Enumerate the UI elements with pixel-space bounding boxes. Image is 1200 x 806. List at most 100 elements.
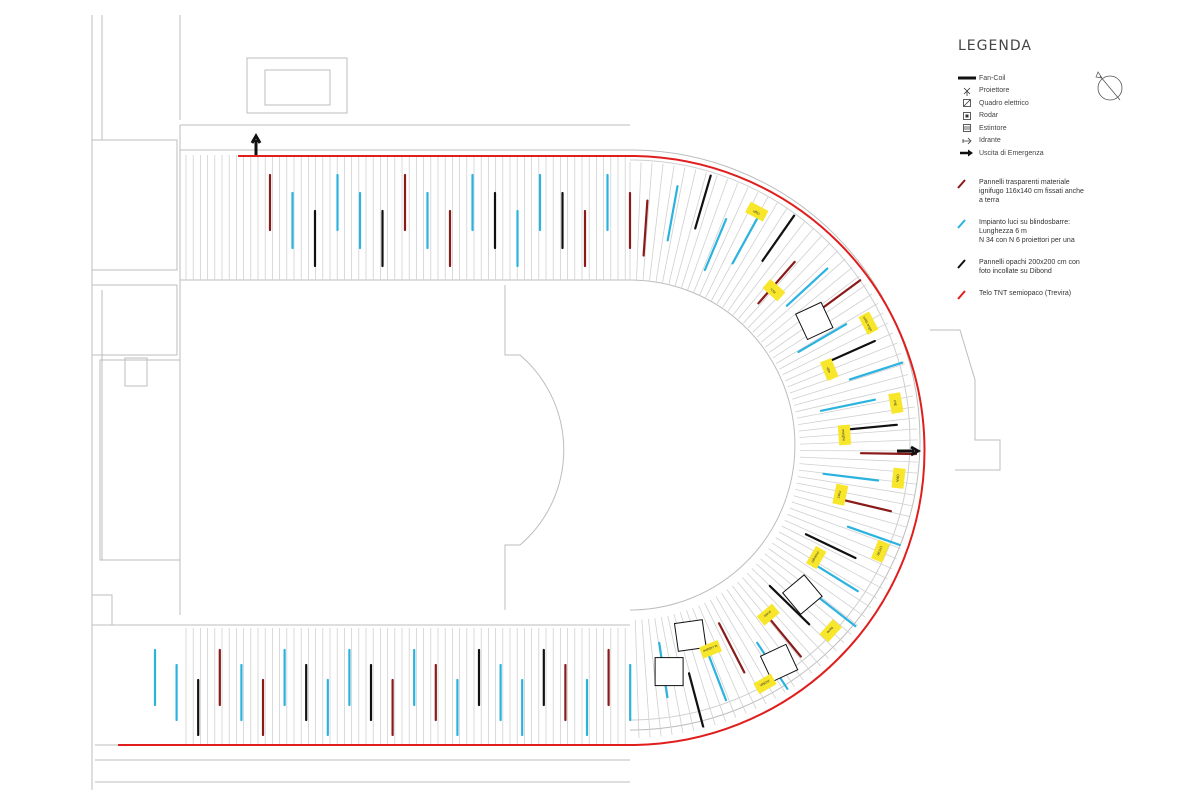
room-label-box: [837, 424, 852, 446]
legend-line-text: Telo TNT semiopaco (Trevira): [979, 289, 1072, 297]
rail: [836, 497, 893, 513]
room-label-box: [762, 279, 786, 302]
rib-line: [793, 495, 908, 528]
rib-line: [797, 476, 915, 496]
room-label-text: OTOR: [875, 545, 883, 556]
legend-symbol-row: Proiettore: [955, 85, 1195, 98]
north-arrow-icon: [1095, 71, 1123, 101]
rib-line: [698, 605, 747, 714]
rib-line: [796, 482, 913, 507]
rib-line: [784, 519, 893, 570]
room-label-box: [753, 673, 777, 694]
rail: [859, 452, 918, 456]
rib-line: [768, 548, 866, 618]
rib-line: [747, 242, 831, 328]
room-label: orologio: [806, 545, 827, 570]
room-label: PIE: [888, 392, 904, 414]
rib-line: [641, 619, 651, 738]
room-label-box: [832, 483, 849, 506]
rib-line: [642, 162, 653, 281]
legend-symbol-label: Idrante: [979, 137, 1001, 145]
legend-symbol-label: Quadro elettrico: [979, 99, 1029, 107]
rail: [840, 423, 898, 432]
opaque-panel: [673, 619, 707, 652]
rail: [705, 647, 728, 702]
legend-symbol-row: Rodar: [955, 110, 1195, 123]
rib-line: [722, 208, 788, 308]
room-label: rota: [762, 279, 786, 302]
rib-line: [781, 525, 888, 580]
room-label-box: [756, 603, 780, 626]
room-label-text: marz: [837, 490, 843, 499]
legend-symbol-label: Uscita di Emergenza: [979, 149, 1044, 157]
rib-line: [793, 374, 909, 406]
line-swatch-icon: [955, 289, 979, 303]
legend-symbol-list: Fan-Coil Proiettore Quadro elettrico Rodar E…: [955, 72, 1195, 160]
room-label: la cabane: [698, 639, 723, 659]
rail: [768, 584, 811, 626]
room-label-text: uffici: [752, 209, 760, 216]
telo-line: [118, 155, 926, 746]
rib-line: [776, 303, 879, 364]
legend-symbol-row: Uscita di Emergenza: [955, 147, 1195, 160]
rail: [846, 525, 901, 547]
rail: [823, 339, 876, 365]
rib-line: [799, 456, 918, 463]
room-label-box: [819, 357, 839, 382]
rib-line: [662, 167, 686, 284]
rib-line: [792, 363, 905, 400]
legend-line-row: Impianto luci su blindosbarre: Lunghezza…: [955, 218, 1195, 245]
rib-line: [791, 501, 905, 539]
legend-title: LEGENDA: [958, 38, 1032, 54]
line-swatch-icon: [955, 218, 979, 232]
legend-line-row: Pannelli trasparenti materiale ignifugo …: [955, 178, 1195, 205]
emergency-exit-arrow-icon: [250, 132, 262, 155]
room-label: marghe: [837, 424, 852, 446]
rail: [731, 214, 761, 265]
room-label-text: ORA: [895, 474, 900, 483]
legend-line-text: Impianto luci su blindosbarre: Lunghezza…: [979, 218, 1075, 244]
legend-symbol-row: Fan-Coil: [955, 72, 1195, 85]
rib-line: [778, 531, 883, 590]
room-label-text: marghe: [841, 429, 846, 441]
rib-line: [649, 163, 664, 282]
rib-line: [799, 439, 918, 445]
projector-icon: [955, 86, 979, 96]
legend-line-row: Pannelli opachi 200x200 cm con foto inco…: [955, 258, 1195, 276]
room-label: OTOR: [870, 539, 890, 563]
legend-symbol-row: Idrante: [955, 135, 1195, 148]
line-swatch-icon: [955, 258, 979, 272]
rail: [703, 218, 728, 272]
rib-line: [655, 165, 675, 283]
rail: [822, 472, 880, 482]
rib-line: [746, 572, 829, 659]
room-label-text: ROMA: [758, 679, 770, 688]
room-label-text: rota: [770, 287, 777, 294]
rib-line: [716, 202, 778, 305]
extinguisher-icon: [955, 124, 979, 133]
rail: [694, 174, 712, 230]
rib-line: [687, 178, 728, 291]
rail: [785, 267, 829, 307]
room-label-text: bene: [826, 626, 834, 635]
legend-symbol-row: Quadro elettrico: [955, 97, 1195, 110]
rib-line: [787, 342, 898, 388]
legend-symbol-label: Rodar: [979, 112, 999, 120]
room-label-box: [891, 467, 906, 489]
rib-line: [634, 619, 640, 738]
room-label: marz: [832, 483, 849, 506]
room-label-text: cella ongo: [862, 316, 873, 332]
legend-line-text: Pannelli opachi 200x200 cm con foto inco…: [979, 258, 1080, 275]
rib-line: [761, 266, 853, 343]
rib-line: [674, 172, 707, 287]
room-label-text: PIE: [892, 400, 897, 407]
rib-line: [798, 417, 917, 432]
rib-line: [738, 227, 814, 320]
rib-line: [743, 235, 823, 324]
room-label-text: la cabane: [702, 644, 718, 653]
rib-line: [799, 428, 918, 438]
rib-line: [756, 258, 846, 338]
legend-symbol-label: Fan-Coil: [979, 74, 1006, 82]
room-label-box: [858, 311, 879, 335]
